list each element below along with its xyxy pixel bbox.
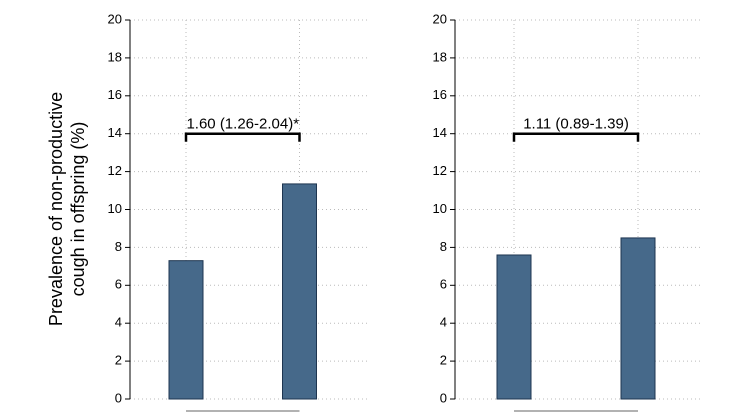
y-tick-label: 10 xyxy=(433,201,447,216)
y-tick-label: 2 xyxy=(115,353,122,368)
annotation: 1.11 (0.89-1.39) xyxy=(523,116,629,133)
y-tick-label: 20 xyxy=(108,11,122,26)
y-tick-label: 6 xyxy=(115,277,122,292)
y-tick-label: 0 xyxy=(115,390,122,405)
bar xyxy=(168,260,204,400)
y-tick-label: 8 xyxy=(115,239,122,254)
y-axis-label-line: cough in offspring (%) xyxy=(68,122,88,297)
y-axis-label-line: Prevalence of non-productive xyxy=(46,92,66,326)
y-tick-label: 20 xyxy=(433,11,447,26)
y-tick-label: 0 xyxy=(440,390,447,405)
bar xyxy=(620,237,656,400)
y-tick-label: 18 xyxy=(108,49,122,64)
y-tick-label: 6 xyxy=(440,277,447,292)
y-tick-label: 14 xyxy=(433,125,447,140)
y-tick-label: 18 xyxy=(433,49,447,64)
y-tick-label: 4 xyxy=(115,315,122,330)
y-tick-label: 2 xyxy=(440,353,447,368)
y-tick-label: 12 xyxy=(108,163,122,178)
y-axis-label: Prevalence of non-productive cough in off… xyxy=(46,92,88,326)
y-tick-label: 12 xyxy=(433,163,447,178)
y-tick-label: 16 xyxy=(108,87,122,102)
bar xyxy=(496,254,532,400)
y-tick-label: 4 xyxy=(440,315,447,330)
bar xyxy=(282,183,317,400)
y-tick-label: 16 xyxy=(433,87,447,102)
y-tick-label: 8 xyxy=(440,239,447,254)
y-tick-label: 14 xyxy=(108,125,122,140)
bracket xyxy=(512,132,640,142)
bracket xyxy=(184,132,301,142)
y-tick-label: 10 xyxy=(108,201,122,216)
annotation: 1.60 (1.26-2.04)* xyxy=(186,116,299,133)
